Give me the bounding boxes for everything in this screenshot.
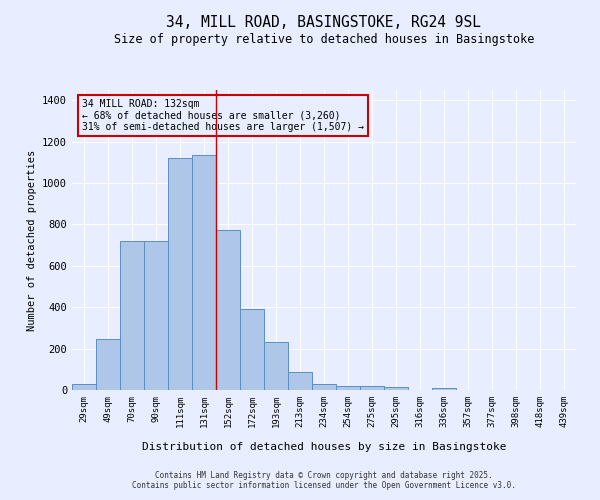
Text: Contains HM Land Registry data © Crown copyright and database right 2025.
Contai: Contains HM Land Registry data © Crown c… — [132, 470, 516, 490]
Text: 34 MILL ROAD: 132sqm
← 68% of detached houses are smaller (3,260)
31% of semi-de: 34 MILL ROAD: 132sqm ← 68% of detached h… — [82, 99, 364, 132]
Bar — [432, 388, 456, 390]
Bar — [240, 310, 264, 390]
Bar — [216, 230, 240, 390]
Bar — [384, 388, 408, 390]
Bar — [336, 386, 360, 390]
Bar — [144, 241, 168, 390]
Bar — [72, 384, 96, 390]
Bar — [96, 340, 120, 390]
Text: 34, MILL ROAD, BASINGSTOKE, RG24 9SL: 34, MILL ROAD, BASINGSTOKE, RG24 9SL — [167, 15, 482, 30]
Text: Size of property relative to detached houses in Basingstoke: Size of property relative to detached ho… — [114, 32, 534, 46]
Bar — [120, 241, 144, 390]
Y-axis label: Number of detached properties: Number of detached properties — [26, 150, 37, 330]
Bar — [360, 386, 384, 390]
Bar — [264, 342, 288, 390]
Bar — [168, 158, 192, 390]
Text: Distribution of detached houses by size in Basingstoke: Distribution of detached houses by size … — [142, 442, 506, 452]
Bar — [288, 372, 312, 390]
Bar — [192, 155, 216, 390]
Bar — [312, 384, 336, 390]
